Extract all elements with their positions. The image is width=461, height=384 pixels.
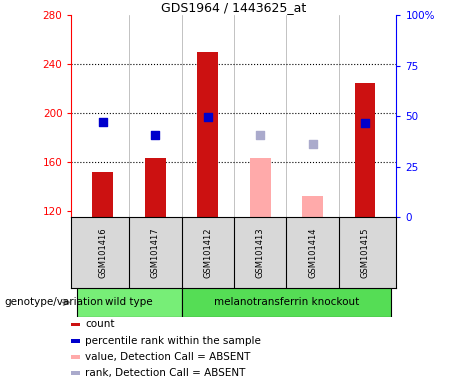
Text: value, Detection Call = ABSENT: value, Detection Call = ABSENT [85, 352, 251, 362]
Point [256, 132, 264, 138]
Text: rank, Detection Call = ABSENT: rank, Detection Call = ABSENT [85, 368, 246, 378]
Bar [302, 196, 323, 217]
Text: GSM101417: GSM101417 [151, 227, 160, 278]
Bar [355, 83, 376, 217]
Point [204, 114, 212, 120]
Text: wild type: wild type [105, 297, 153, 308]
Text: GSM101415: GSM101415 [361, 227, 370, 278]
Bar [182, 288, 391, 317]
Point [152, 132, 159, 138]
Point [361, 120, 369, 126]
Bar [250, 158, 271, 217]
Point [99, 119, 106, 125]
Bar [92, 172, 113, 217]
Text: GSM101414: GSM101414 [308, 227, 317, 278]
Text: GSM101412: GSM101412 [203, 227, 212, 278]
Text: count: count [85, 319, 115, 329]
Text: GSM101413: GSM101413 [256, 227, 265, 278]
Text: genotype/variation: genotype/variation [5, 297, 104, 308]
Title: GDS1964 / 1443625_at: GDS1964 / 1443625_at [161, 1, 307, 14]
Bar [197, 52, 218, 217]
Point [309, 141, 316, 147]
Text: melanotransferrin knockout: melanotransferrin knockout [214, 297, 359, 308]
Text: GSM101416: GSM101416 [98, 227, 107, 278]
Bar [77, 288, 182, 317]
Bar [145, 158, 166, 217]
Text: percentile rank within the sample: percentile rank within the sample [85, 336, 261, 346]
